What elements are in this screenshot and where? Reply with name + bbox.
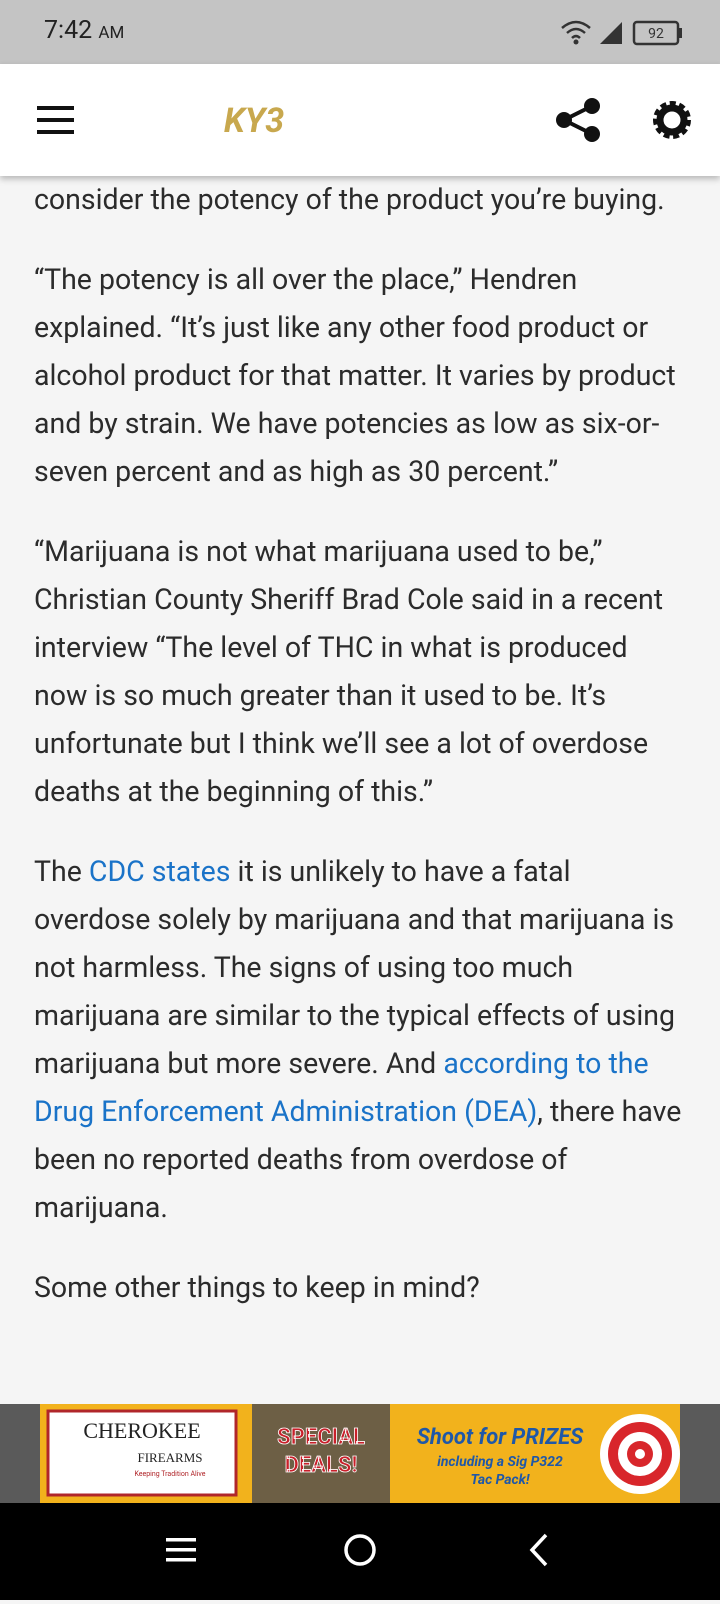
text: Some other things to keep in mind? bbox=[34, 1271, 480, 1304]
ad-promo: Tac Pack! bbox=[470, 1472, 529, 1488]
back-button[interactable] bbox=[529, 1533, 548, 1567]
ad-promo: Shoot for PRIZES bbox=[417, 1425, 584, 1450]
time: 7:42 bbox=[44, 16, 93, 45]
link[interactable]: according to the Drug Enforcement Admini… bbox=[34, 1047, 649, 1128]
menu-button[interactable] bbox=[37, 106, 74, 134]
ad-promo: including a Sig P322 bbox=[437, 1454, 563, 1470]
paragraph: “The potency is all over the place,” Hen… bbox=[34, 256, 686, 496]
text: The bbox=[34, 855, 89, 888]
app-header: KY3 bbox=[0, 64, 720, 176]
paragraph: “Marijuana is not what marijuana used to… bbox=[34, 528, 686, 816]
ad-tagline: Keeping Tradition Alive bbox=[135, 1470, 206, 1478]
recents-button[interactable] bbox=[166, 1538, 196, 1562]
battery-level: 92 bbox=[648, 26, 664, 42]
paragraph: The CDC states it is unlikely to have a … bbox=[34, 848, 686, 1232]
paragraph: Some other things to keep in mind? bbox=[34, 1264, 686, 1312]
paragraph: consider the potency of the product you’… bbox=[34, 176, 686, 224]
logo[interactable]: KY3 bbox=[224, 101, 284, 141]
header-icons: KY3 bbox=[37, 98, 691, 142]
text: consider the potency of the product you’… bbox=[34, 183, 665, 216]
text: “Marijuana is not what marijuana used to… bbox=[34, 535, 664, 808]
ad-brand: CHEROKEE bbox=[83, 1418, 200, 1443]
ad-banner: CHEROKEE FIREARMS Keeping Tradition Aliv… bbox=[40, 1404, 680, 1503]
navigation-bar bbox=[0, 1503, 720, 1600]
text: “The potency is all over the place,” Hen… bbox=[34, 263, 676, 488]
link[interactable]: CDC states bbox=[88, 855, 231, 888]
home-button[interactable] bbox=[344, 1534, 376, 1566]
text: , there have been no reported deaths fro… bbox=[34, 1095, 682, 1224]
settings-button[interactable] bbox=[653, 101, 691, 139]
advertisement[interactable]: CHEROKEE FIREARMS Keeping Tradition Aliv… bbox=[0, 1404, 720, 1503]
ad-deal: DEALS! bbox=[285, 1453, 358, 1478]
article-body: consider the potency of the product you’… bbox=[0, 176, 720, 1404]
status-bar: 7:42 AM 92 bbox=[0, 0, 720, 64]
text: it is unlikely to have a fatal overdose … bbox=[34, 855, 676, 1080]
period: AM bbox=[98, 23, 125, 43]
share-button[interactable] bbox=[556, 98, 600, 142]
nav-buttons bbox=[166, 1533, 548, 1567]
status-icons: 92 bbox=[561, 20, 682, 46]
ad-deal: SPECIAL bbox=[277, 1425, 365, 1450]
clock: 7:42 AM bbox=[44, 16, 124, 45]
ad-brand-sub: FIREARMS bbox=[137, 1450, 202, 1465]
